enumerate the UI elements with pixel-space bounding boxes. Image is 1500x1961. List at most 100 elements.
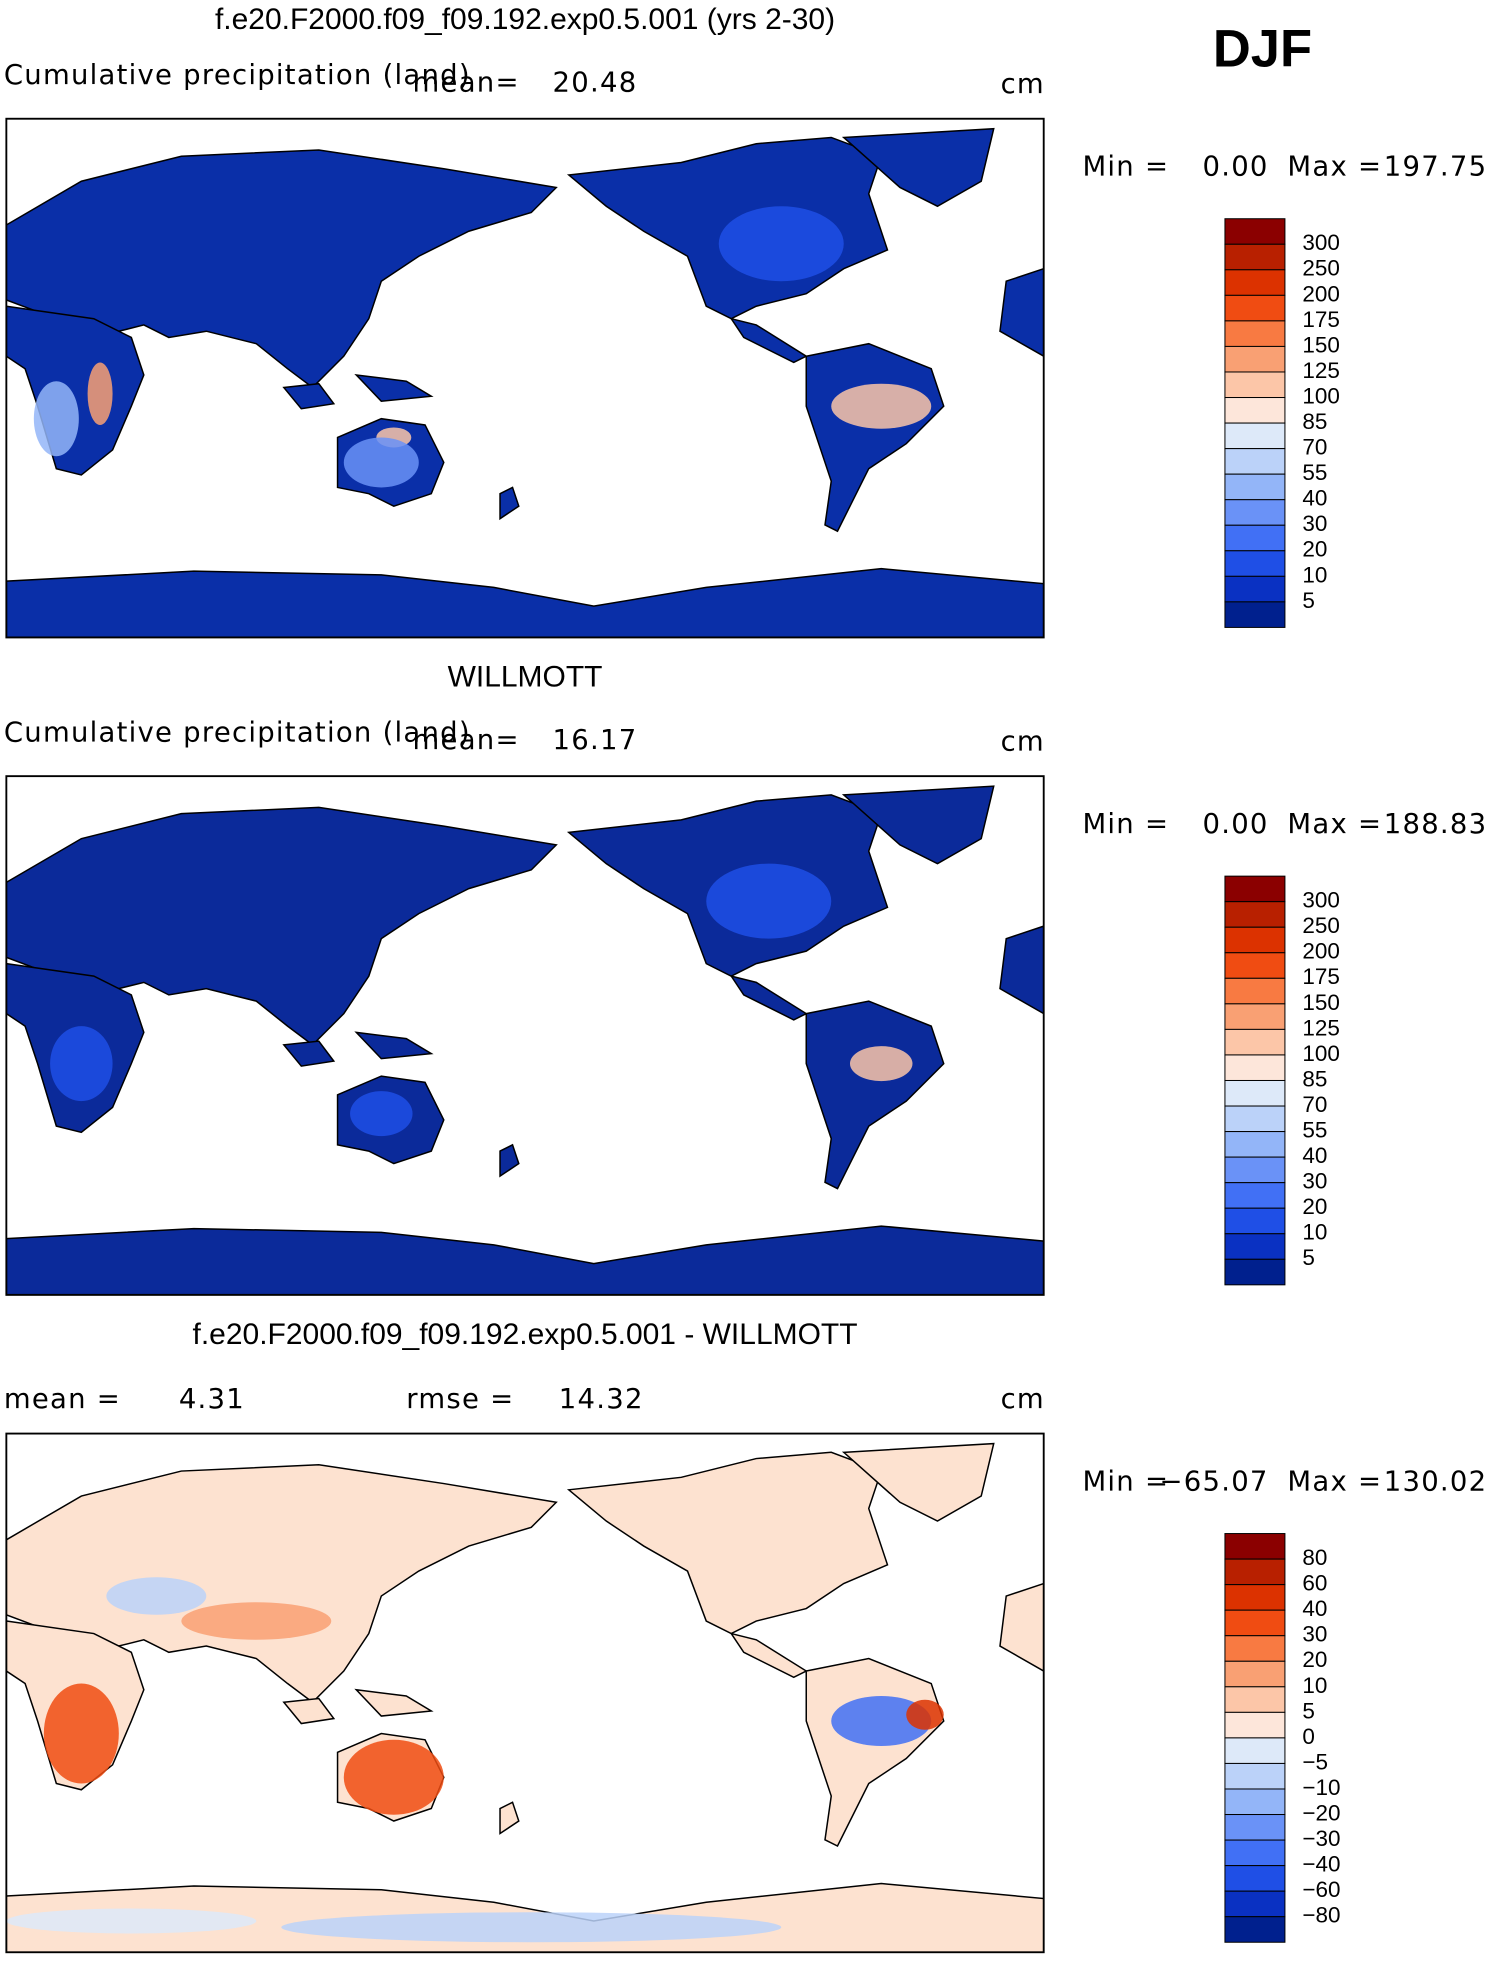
colorbar-label: 30 bbox=[1302, 1622, 1327, 1647]
colorbar-box bbox=[1224, 1207, 1286, 1235]
colorbar-box bbox=[1224, 1839, 1286, 1867]
units: cm bbox=[1001, 725, 1045, 757]
max-value: 130.02 bbox=[1384, 1465, 1488, 1497]
map-border bbox=[5, 775, 1045, 1296]
colorbar-box bbox=[1224, 1711, 1286, 1739]
colorbar-box bbox=[1224, 1079, 1286, 1107]
season-title: DJF bbox=[1213, 19, 1312, 78]
colorbar-box bbox=[1224, 1916, 1286, 1943]
units: cm bbox=[1001, 68, 1045, 100]
mean-value: 16.17 bbox=[553, 724, 638, 756]
colorbar-box bbox=[1224, 1660, 1286, 1688]
colorbar-label: 250 bbox=[1302, 913, 1340, 938]
colorbar-label: 10 bbox=[1302, 1673, 1327, 1698]
min-label: Min = bbox=[1082, 1465, 1169, 1497]
colorbar-box bbox=[1224, 952, 1286, 979]
colorbar-label: 20 bbox=[1302, 1647, 1327, 1672]
colorbar-label: 175 bbox=[1302, 964, 1340, 989]
panel-title: f.e20.F2000.f09_f09.192.exp0.5.001 (yrs … bbox=[215, 3, 835, 36]
colorbar-label: −40 bbox=[1302, 1852, 1340, 1877]
colorbar-box bbox=[1224, 1635, 1286, 1662]
colorbar-box bbox=[1224, 499, 1286, 526]
map bbox=[5, 775, 1045, 1296]
colorbar-label: 85 bbox=[1302, 409, 1327, 434]
field-patch bbox=[50, 1026, 113, 1102]
colorbar-box bbox=[1224, 1105, 1286, 1133]
mean-label: mean= bbox=[413, 724, 520, 756]
colorbar-label: 20 bbox=[1302, 537, 1327, 562]
max-value: 188.83 bbox=[1384, 808, 1488, 840]
map bbox=[5, 1432, 1045, 1954]
colorbar-label: −20 bbox=[1302, 1800, 1340, 1825]
field-patch bbox=[849, 1046, 913, 1082]
colorbar-label: 60 bbox=[1302, 1571, 1327, 1596]
colorbar-label: 40 bbox=[1302, 486, 1327, 511]
colorbar-box bbox=[1224, 269, 1286, 296]
colorbar-box bbox=[1224, 1533, 1286, 1560]
colorbar-box bbox=[1224, 371, 1286, 399]
map-border bbox=[5, 1432, 1045, 1954]
units: cm bbox=[1001, 1383, 1045, 1415]
colorbar-box bbox=[1224, 1131, 1286, 1158]
mean-value: 20.48 bbox=[553, 67, 638, 99]
colorbar-box bbox=[1224, 1737, 1286, 1764]
colorbar-label: 150 bbox=[1302, 332, 1340, 357]
colorbar-label: 85 bbox=[1302, 1066, 1327, 1091]
colorbar-box bbox=[1224, 243, 1286, 271]
colorbar-box bbox=[1224, 1890, 1286, 1918]
field-patch bbox=[350, 1091, 413, 1137]
field-patch bbox=[181, 1602, 332, 1640]
colorbar-label: 40 bbox=[1302, 1143, 1327, 1168]
colorbar-label: 70 bbox=[1302, 435, 1327, 460]
colorbar-box bbox=[1224, 1609, 1286, 1637]
panel-title: WILLMOTT bbox=[448, 661, 603, 694]
panel: f.e20.F2000.f09_f09.192.exp0.5.001 (yrs … bbox=[4, 3, 1488, 639]
colorbar-label: 70 bbox=[1302, 1092, 1327, 1117]
min-label: Min = bbox=[1082, 150, 1169, 182]
colorbar-label: −10 bbox=[1302, 1775, 1340, 1800]
field-patch bbox=[706, 863, 832, 939]
colorbar-box bbox=[1224, 1788, 1286, 1816]
colorbar-box bbox=[1224, 875, 1286, 903]
field-patch bbox=[831, 383, 932, 429]
field-patch bbox=[831, 1696, 932, 1747]
colorbar-label: 40 bbox=[1302, 1596, 1327, 1621]
min-value: 0.00 bbox=[1202, 150, 1268, 182]
colorbar-label: −30 bbox=[1302, 1826, 1340, 1851]
mean-label: mean= bbox=[413, 67, 520, 99]
colorbar-label: 80 bbox=[1302, 1545, 1327, 1570]
colorbar-label: −5 bbox=[1302, 1749, 1328, 1774]
colorbar-label: 0 bbox=[1302, 1724, 1315, 1749]
colorbar-box bbox=[1224, 1003, 1286, 1030]
colorbar-label: 55 bbox=[1302, 460, 1327, 485]
colorbar-box bbox=[1224, 1686, 1286, 1713]
colorbar-label: 150 bbox=[1302, 990, 1340, 1015]
field-patch bbox=[33, 381, 79, 457]
colorbar-label: 125 bbox=[1302, 358, 1340, 383]
field-patch bbox=[343, 1739, 444, 1815]
colorbar-box bbox=[1224, 397, 1286, 424]
field-patch bbox=[87, 362, 113, 425]
colorbar-box bbox=[1224, 926, 1286, 954]
colorbar-box bbox=[1224, 1865, 1286, 1892]
field-patch bbox=[6, 1908, 257, 1934]
colorbar-box bbox=[1224, 448, 1286, 475]
colorbar-label: 100 bbox=[1302, 1041, 1340, 1066]
map bbox=[5, 117, 1045, 639]
colorbar-label: 250 bbox=[1302, 256, 1340, 281]
rmse-label: rmse = bbox=[406, 1383, 514, 1415]
max-label: Max = bbox=[1287, 1465, 1382, 1497]
colorbar-label: 30 bbox=[1302, 511, 1327, 536]
max-value: 197.75 bbox=[1384, 150, 1488, 182]
colorbar-label: 30 bbox=[1302, 1169, 1327, 1194]
field-patch bbox=[106, 1577, 207, 1615]
colorbar-label: 200 bbox=[1302, 939, 1340, 964]
colorbar-box bbox=[1224, 1182, 1286, 1209]
colorbar-box bbox=[1224, 218, 1286, 245]
colorbar-box bbox=[1224, 1584, 1286, 1611]
colorbar-box bbox=[1224, 1054, 1286, 1081]
colorbar-label: −80 bbox=[1302, 1903, 1340, 1928]
colorbar-label: 5 bbox=[1302, 588, 1315, 613]
colorbar-box bbox=[1224, 1558, 1286, 1586]
